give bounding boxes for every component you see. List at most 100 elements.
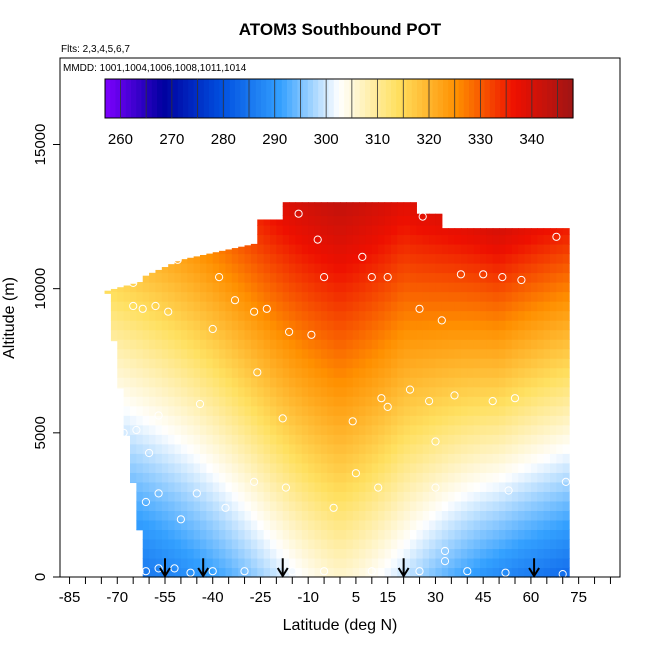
field-cell <box>352 272 360 283</box>
colorbar-cell <box>281 79 288 118</box>
field-cell <box>543 301 551 312</box>
field-cell <box>365 443 373 454</box>
field-cell <box>422 310 430 321</box>
field-cell <box>492 415 500 426</box>
field-cell <box>142 291 150 302</box>
field-cell <box>346 443 354 454</box>
field-cell <box>238 282 246 293</box>
y-tick-label: 15000 <box>32 124 49 166</box>
field-cell <box>511 396 519 407</box>
field-cell <box>486 228 494 236</box>
field-cell <box>480 538 487 550</box>
colorbar-cell <box>261 79 267 118</box>
field-cell <box>518 567 526 578</box>
field-cell <box>467 538 475 550</box>
field-cell <box>219 557 227 569</box>
field-cell <box>473 396 481 407</box>
field-cell <box>486 405 494 416</box>
field-cell <box>130 358 137 369</box>
field-cell <box>136 396 144 407</box>
field-cell <box>308 548 316 559</box>
field-cell <box>333 453 341 464</box>
field-cell <box>480 301 487 312</box>
field-cell <box>359 453 367 464</box>
field-cell <box>429 213 437 217</box>
field-cell <box>454 567 462 578</box>
field-cell <box>136 415 144 426</box>
field-cell <box>473 472 481 483</box>
field-cell <box>282 348 290 359</box>
field-cell <box>244 405 252 416</box>
field-cell <box>257 538 265 550</box>
field-cell <box>556 481 564 492</box>
field-cell <box>454 329 462 340</box>
field-cell <box>123 310 131 321</box>
field-cell <box>492 453 500 464</box>
field-cell <box>441 263 449 274</box>
field-cell <box>429 253 437 264</box>
field-cell <box>550 472 557 483</box>
observation-point <box>374 483 383 492</box>
field-cell <box>333 202 341 207</box>
field-cell <box>537 491 545 502</box>
field-cell <box>378 462 386 473</box>
field-cell <box>511 339 519 350</box>
field-cell <box>263 329 271 340</box>
field-cell <box>282 291 290 302</box>
field-cell <box>480 367 487 378</box>
field-cell <box>130 443 137 454</box>
field-cell <box>225 329 233 340</box>
profile-arrow <box>528 558 540 578</box>
field-cell <box>524 282 532 293</box>
observation-point <box>329 503 338 512</box>
field-cell <box>244 301 252 312</box>
field-cell <box>454 263 462 274</box>
field-cell <box>200 386 207 397</box>
field-cell <box>155 529 163 540</box>
field-cell <box>244 339 252 350</box>
field-cell <box>263 272 271 283</box>
field-cell <box>384 434 392 445</box>
field-cell <box>327 320 335 331</box>
field-cell <box>238 405 246 416</box>
field-cell <box>543 510 551 521</box>
field-cell <box>136 519 144 531</box>
field-cell <box>168 434 176 445</box>
field-cell <box>473 234 481 245</box>
field-cell <box>562 491 570 502</box>
field-cell <box>212 282 220 293</box>
field-cell <box>422 481 430 492</box>
field-cell <box>384 481 392 492</box>
field-cell <box>314 224 322 236</box>
observation-point <box>418 212 427 221</box>
field-cell <box>327 367 335 378</box>
field-cell <box>193 472 201 483</box>
field-cell <box>193 282 201 293</box>
field-cell <box>200 254 207 264</box>
field-cell <box>174 500 182 511</box>
field-cell <box>270 434 277 445</box>
colorbar-cell <box>328 79 335 118</box>
field-cell <box>333 215 341 226</box>
field-cell <box>499 291 507 302</box>
field-cell <box>499 529 507 540</box>
field-cell <box>410 548 417 559</box>
field-cell <box>333 205 341 217</box>
field-cell <box>365 301 373 312</box>
field-cell <box>180 339 188 350</box>
field-cell <box>155 291 163 302</box>
field-cell <box>530 491 538 502</box>
field-cell <box>422 253 430 264</box>
field-cell <box>180 434 188 445</box>
field-cell <box>359 282 367 293</box>
colorbar-tick-label: 260 <box>108 131 133 148</box>
field-cell <box>530 291 538 302</box>
field-cell <box>556 377 564 388</box>
field-cell <box>320 472 328 483</box>
field-cell <box>206 443 214 454</box>
field-cell <box>282 548 290 559</box>
field-cell <box>149 310 157 321</box>
field-cell <box>180 481 188 492</box>
field-cell <box>454 481 462 492</box>
field-cell <box>441 358 449 369</box>
